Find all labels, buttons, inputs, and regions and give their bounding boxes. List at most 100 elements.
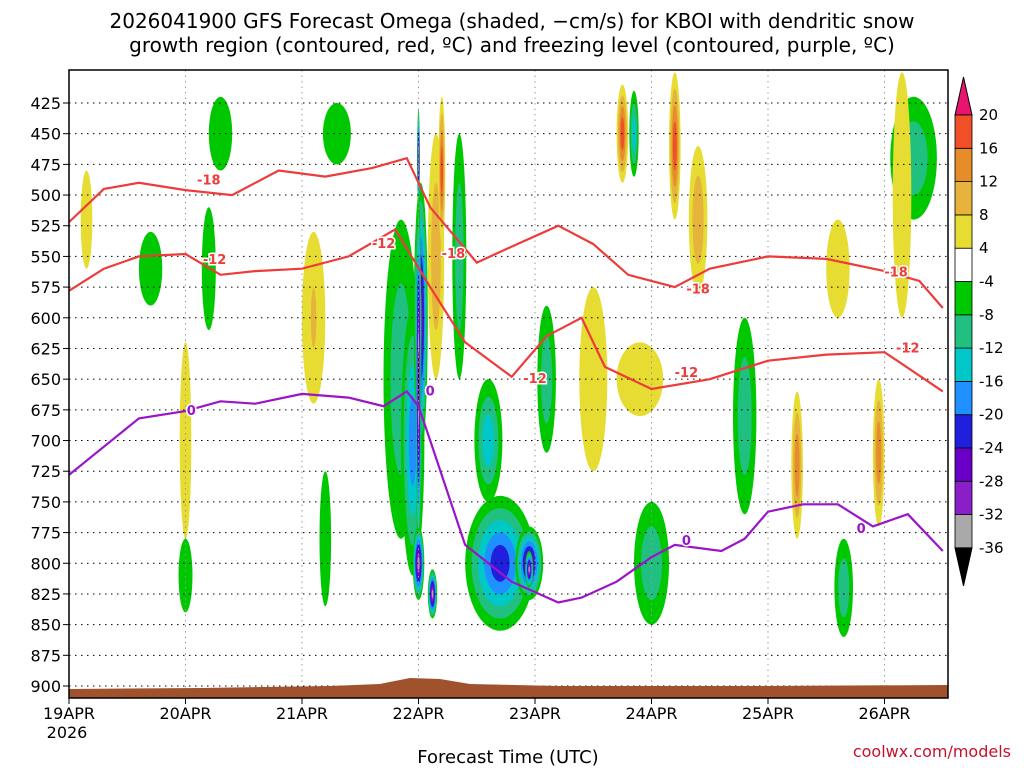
omega-cell bbox=[838, 558, 850, 618]
colorbar-segment bbox=[954, 147, 973, 183]
colorbar-segment bbox=[954, 447, 973, 482]
y-tick-label: 600 bbox=[30, 309, 61, 328]
dendritic-contour-label: -18 bbox=[442, 247, 466, 262]
y-tick-label: 550 bbox=[30, 247, 61, 266]
x-tick-label: 22APR bbox=[392, 704, 444, 723]
dendritic-contour-label: -18 bbox=[884, 265, 908, 280]
credit-text: coolwx.com/models bbox=[853, 742, 1011, 761]
freezing-level-contour-label: 0 bbox=[426, 384, 435, 399]
colorbar-segment bbox=[954, 414, 973, 449]
omega-cell bbox=[579, 287, 608, 472]
omega-cell bbox=[482, 414, 495, 467]
y-tick-label: 800 bbox=[30, 554, 61, 573]
omega-cell bbox=[80, 170, 93, 269]
omega-cell bbox=[179, 342, 192, 539]
colorbar-tick-label: -4 bbox=[979, 273, 994, 291]
colorbar-tick-label: -32 bbox=[979, 506, 1004, 524]
omega-cell bbox=[876, 421, 882, 485]
dendritic-contour-label: -12 bbox=[675, 366, 699, 381]
freezing-level-contour-label: 0 bbox=[187, 404, 196, 419]
y-tick-label: 525 bbox=[30, 217, 61, 236]
dendritic-contour-label: -18 bbox=[686, 283, 710, 298]
colorbar-segment bbox=[954, 114, 973, 149]
y-tick-label: 750 bbox=[30, 493, 61, 512]
x-tick-label: 20APR bbox=[159, 704, 211, 723]
x-tick-label: 21APR bbox=[276, 704, 328, 723]
omega-cell bbox=[892, 72, 912, 318]
omega-cell bbox=[408, 395, 417, 486]
colorbar-segment bbox=[954, 181, 973, 216]
y-tick-label: 850 bbox=[30, 616, 61, 635]
colorbar-segment bbox=[954, 314, 973, 349]
dendritic-contour-label: -12 bbox=[896, 342, 920, 357]
colorbar-tick-label: -8 bbox=[979, 306, 994, 324]
dendritic-contour-label: -12 bbox=[372, 237, 396, 252]
x-tick-label: 19APR bbox=[43, 704, 95, 723]
colorbar-tick-label: 8 bbox=[979, 206, 989, 224]
y-tick-label: 450 bbox=[30, 125, 61, 144]
x-tick-label: 26APR bbox=[858, 704, 910, 723]
y-tick-label: 775 bbox=[30, 524, 61, 543]
omega-cell bbox=[737, 357, 752, 475]
freezing-level-contour bbox=[69, 389, 944, 604]
omega-cell bbox=[490, 544, 510, 582]
y-tick-label: 625 bbox=[30, 339, 61, 358]
y-tick-label: 500 bbox=[30, 186, 61, 205]
omega-cell bbox=[794, 433, 800, 497]
dendritic-contour-label: -18 bbox=[197, 173, 221, 188]
colorbar-segment bbox=[954, 247, 973, 282]
y-tick-label: 875 bbox=[30, 646, 61, 665]
colorbar-tick-label: 12 bbox=[979, 173, 998, 191]
x-tick-label: 24APR bbox=[625, 704, 677, 723]
omega-cell bbox=[138, 231, 163, 306]
x-tick-label: 23APR bbox=[509, 704, 561, 723]
colorbar-tick-label: -28 bbox=[979, 472, 1004, 490]
y-axis: 425 450 475 500 525 550 575 600 625 650 675 700 725 7… bbox=[30, 94, 69, 696]
y-tick-label: 650 bbox=[30, 370, 61, 389]
y-tick-label: 825 bbox=[30, 585, 61, 604]
colorbar-bottom-arrow bbox=[954, 547, 973, 587]
omega-cell bbox=[528, 566, 530, 573]
colorbar-tick-label: -36 bbox=[979, 539, 1004, 557]
colorbar-tick-label: 4 bbox=[979, 239, 989, 257]
chart-title-line1: 2026041900 GFS Forecast Omega (shaded, −… bbox=[110, 9, 915, 33]
colorbar-segment bbox=[954, 380, 973, 416]
colorbar-tick-label: -20 bbox=[979, 406, 1004, 424]
y-tick-label: 425 bbox=[30, 94, 61, 113]
omega-cell bbox=[208, 96, 233, 171]
omega-cell bbox=[322, 103, 351, 165]
y-tick-label: 700 bbox=[30, 432, 61, 451]
colorbar-tick-label: 16 bbox=[979, 139, 998, 157]
colorbar-segment bbox=[954, 347, 973, 382]
x-axis-label: Forecast Time (UTC) bbox=[417, 747, 598, 768]
y-tick-label: 675 bbox=[30, 401, 61, 420]
plot-frame bbox=[68, 69, 949, 699]
colorbar-tick-label: -24 bbox=[979, 439, 1004, 457]
y-tick-label: 725 bbox=[30, 462, 61, 481]
chart-title-line2: growth region (contoured, red, ºC) and f… bbox=[129, 33, 895, 57]
colorbar-top-arrow bbox=[954, 76, 973, 116]
y-tick-label: 475 bbox=[30, 155, 61, 174]
dendritic-contour-label: -12 bbox=[523, 372, 547, 387]
dendritic-contour-label: -12 bbox=[203, 253, 227, 268]
omega-cell bbox=[692, 175, 704, 264]
colorbar-segment bbox=[954, 281, 973, 316]
freezing-level-contour-label: 0 bbox=[857, 522, 866, 537]
terrain-band bbox=[69, 678, 948, 698]
colorbar-tick-label: -12 bbox=[979, 339, 1004, 357]
omega-cell bbox=[440, 146, 443, 195]
temperature-contours: -18 -18 -18 -18 -12 -12 -12 -12 -12 0 0 0 0 bbox=[69, 156, 944, 604]
colorbar-tick-label: 20 bbox=[979, 106, 998, 124]
colorbar-tick-label: -16 bbox=[979, 372, 1004, 390]
x-tick-year: 2026 bbox=[47, 723, 88, 742]
omega-cell bbox=[826, 219, 850, 318]
omega-cell bbox=[431, 589, 434, 599]
colorbar: -36 -32 -28 -24 -20 -16 -12 -8 -4 4 8 12 16 20 bbox=[954, 76, 1004, 587]
freezing-level-contour-label: 0 bbox=[682, 534, 691, 549]
colorbar-segment bbox=[954, 214, 973, 249]
omega-cell bbox=[310, 288, 317, 348]
omega-cell bbox=[541, 335, 553, 424]
plot-area: -18 -18 -18 -18 -12 -12 -12 -12 -12 0 0 0 0 bbox=[68, 69, 949, 699]
